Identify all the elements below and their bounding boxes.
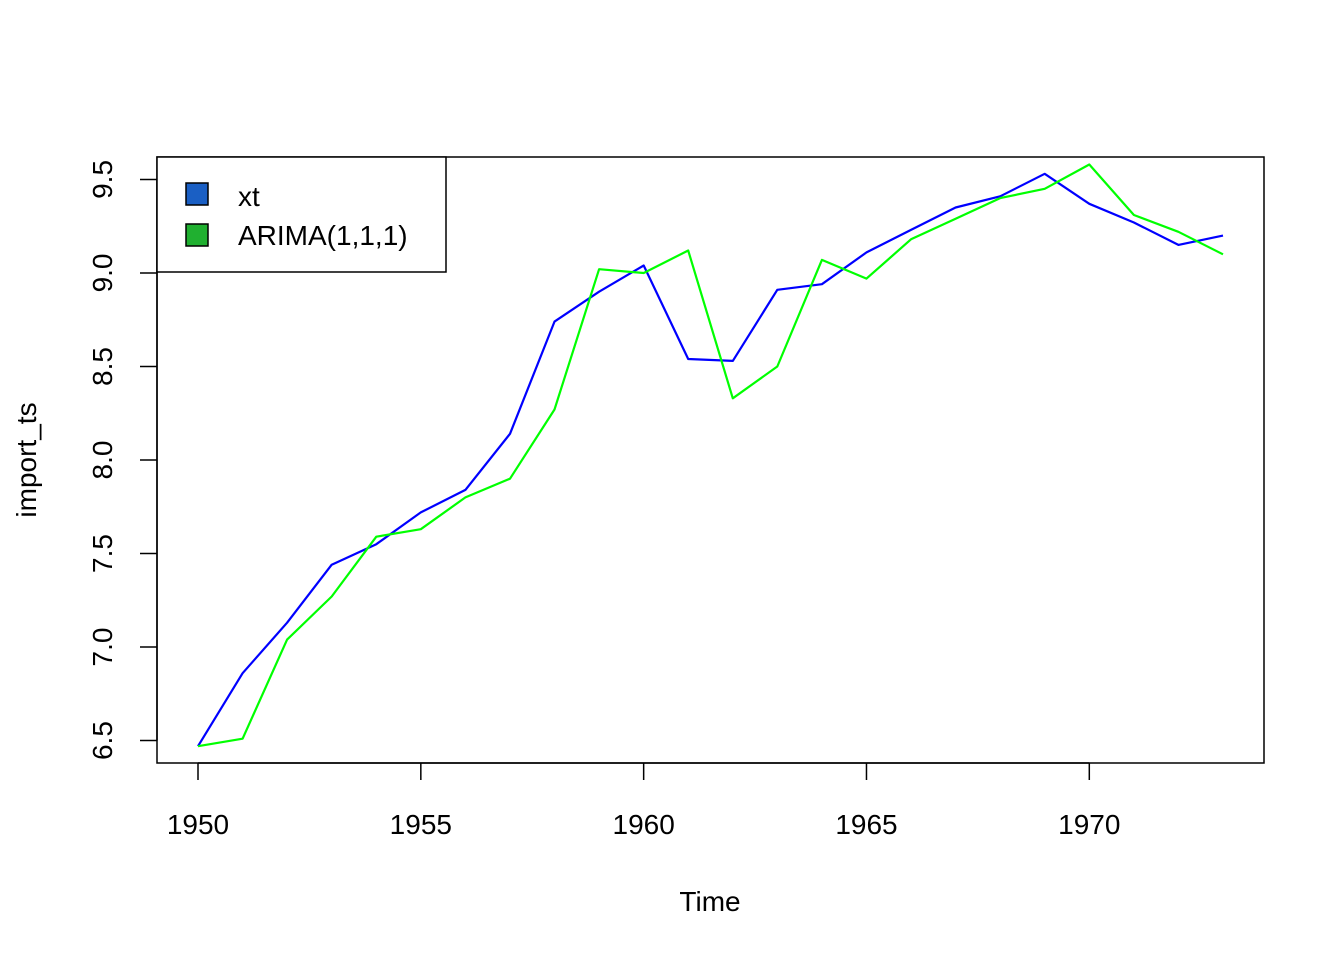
y-axis-label: import_ts bbox=[11, 402, 42, 517]
x-tick-label: 1955 bbox=[390, 809, 452, 840]
y-axis: 6.5 7.0 7.5 8.0 8.5 9.0 9.5 bbox=[87, 160, 158, 760]
series-line-arima bbox=[197, 163, 1224, 748]
x-axis-label: Time bbox=[679, 886, 740, 917]
y-tick-label: 6.5 bbox=[87, 721, 118, 760]
y-tick-label: 8.0 bbox=[87, 441, 118, 480]
x-tick-label: 1960 bbox=[613, 809, 675, 840]
y-tick-label: 8.5 bbox=[87, 347, 118, 386]
legend-label-arima: ARIMA(1,1,1) bbox=[238, 220, 408, 251]
y-tick-label: 7.5 bbox=[87, 534, 118, 573]
x-axis: 1950 1955 1960 1965 1970 bbox=[167, 762, 1120, 840]
y-tick-label: 9.0 bbox=[87, 253, 118, 292]
x-tick-label: 1965 bbox=[835, 809, 897, 840]
y-tick-label: 9.5 bbox=[87, 160, 118, 199]
legend-box bbox=[156, 156, 447, 273]
x-tick-label: 1950 bbox=[167, 809, 229, 840]
legend-swatch-arima bbox=[185, 223, 209, 247]
legend-swatch-xt bbox=[185, 182, 209, 206]
legend: xt ARIMA(1,1,1) bbox=[156, 156, 447, 273]
series-layer bbox=[197, 163, 1224, 748]
x-tick-label: 1970 bbox=[1058, 809, 1120, 840]
legend-label-xt: xt bbox=[238, 181, 260, 212]
y-tick-label: 7.0 bbox=[87, 628, 118, 667]
